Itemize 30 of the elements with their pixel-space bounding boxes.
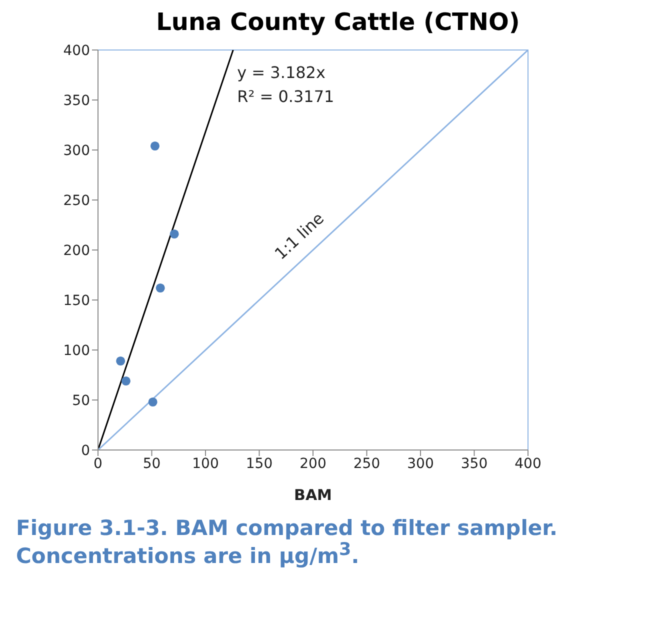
y-tick-label: 50 — [72, 392, 90, 409]
x-axis-title: BAM — [294, 486, 332, 504]
x-tick-label: 100 — [192, 456, 219, 472]
x-tick-label: 50 — [142, 456, 161, 472]
caption: Figure 3.1-3. BAM compared to filter sampler. Concentrations are in µg/m$^{3}$. — [15, 516, 558, 568]
x-tick-label: 250 — [353, 456, 380, 472]
y-tick-label: 0 — [81, 442, 90, 459]
point — [156, 283, 165, 293]
x-tick-label: 150 — [246, 456, 273, 472]
x-tick-label: 0 — [94, 456, 102, 472]
y-tick-label: 300 — [63, 142, 90, 159]
x-tick-label: 400 — [514, 456, 542, 472]
x-tick-label: 200 — [300, 456, 326, 472]
text: 1:1 line — [270, 208, 328, 264]
x-tick-label: 350 — [460, 456, 488, 472]
x-tick-label: 300 — [407, 456, 434, 472]
point — [121, 376, 130, 386]
chart-title: Luna County Cattle (CTNO) — [155, 8, 521, 36]
point — [150, 141, 160, 151]
y-tick-label: 100 — [63, 342, 90, 359]
point — [116, 356, 126, 366]
y-tick-label: 150 — [63, 292, 90, 309]
point — [170, 229, 179, 239]
y-tick-label: 400 — [63, 42, 90, 59]
annotation: y = 3.182x — [237, 63, 326, 82]
y-tick-label: 200 — [63, 242, 90, 259]
y-tick-label: 250 — [63, 192, 90, 209]
point — [148, 397, 158, 407]
annotation: R² = 0.3171 — [237, 87, 334, 106]
y-tick-label: 350 — [63, 92, 90, 109]
